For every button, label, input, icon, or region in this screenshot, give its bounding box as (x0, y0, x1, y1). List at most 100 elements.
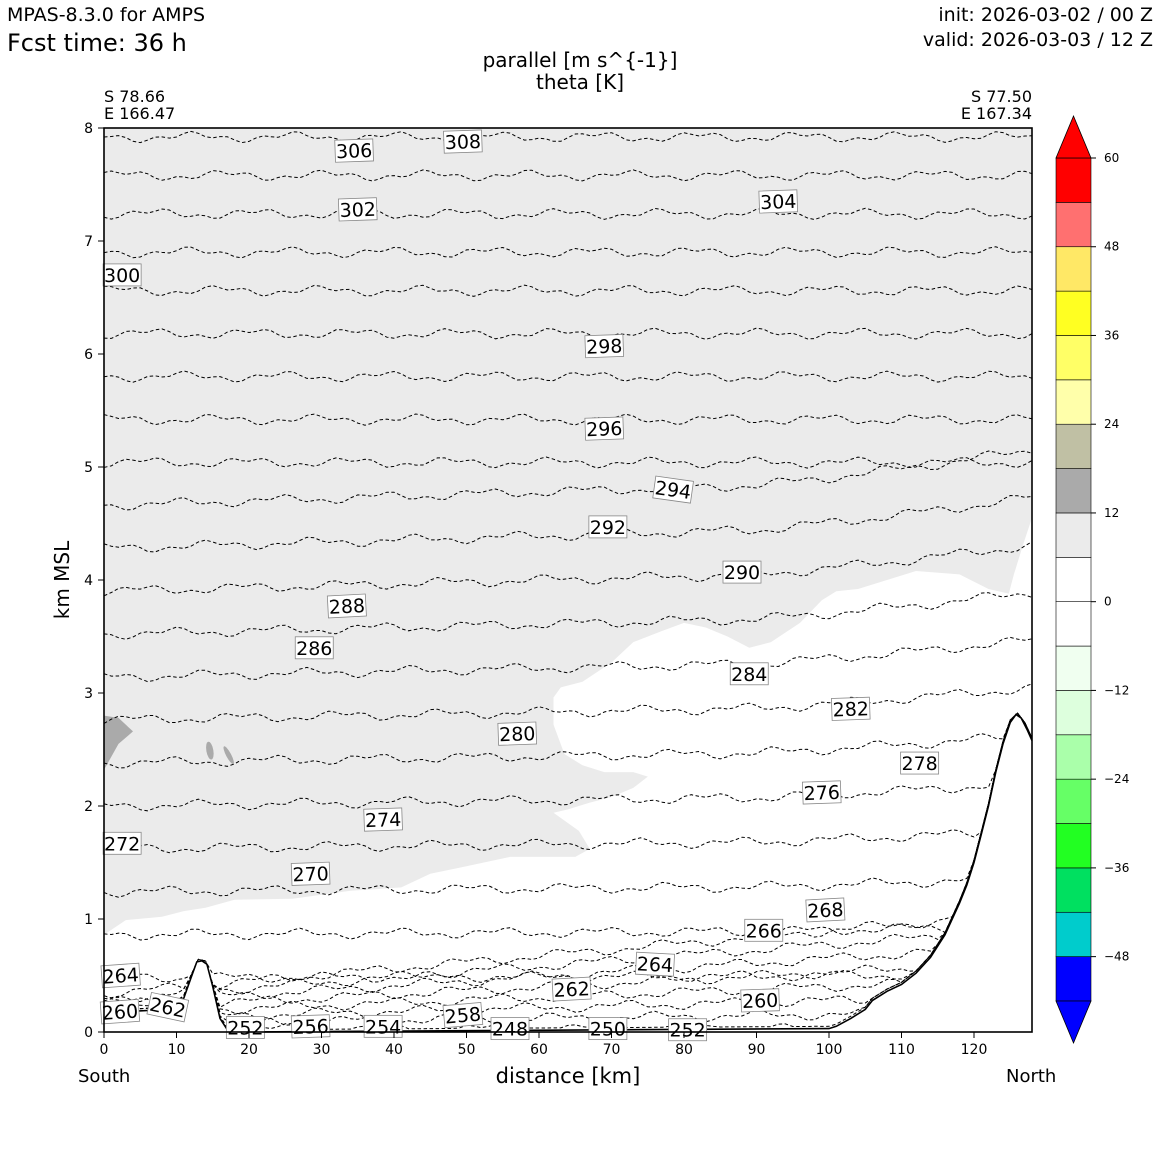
contour-label: 278 (900, 751, 940, 775)
left-lon: E 166.47 (104, 104, 176, 123)
left-lat: S 78.66 (104, 87, 166, 106)
contour-label-text: 260 (742, 990, 779, 1013)
colorbar-tick-label: 0 (1104, 595, 1112, 609)
contour-label-box (497, 721, 538, 746)
theta-contour-308 (104, 55, 1032, 66)
x-tick-label: 50 (458, 1042, 476, 1058)
contour-label: 258 (442, 1002, 484, 1029)
contour-label: 248 (490, 1017, 530, 1041)
axes: 0 10 20 30 40 50 60 70 80 90 100 110 120 0 1 2 3 4 5 6 7 8 (84, 121, 1033, 1058)
theta-contour-302 (104, 169, 1032, 182)
contour-label: 250 (588, 1017, 628, 1041)
contour-label: 264 (100, 962, 141, 989)
colorbar-extend-min (1055, 1000, 1092, 1045)
x-tick-label: 80 (675, 1042, 693, 1058)
contour-label-text: 306 (336, 140, 373, 163)
contour-label-text: 256 (292, 1016, 329, 1039)
x-tick-label: 30 (313, 1042, 331, 1058)
contour-label-text: 290 (724, 562, 760, 584)
contour-label-box (635, 951, 675, 977)
x-tick-label: 20 (240, 1042, 258, 1058)
theta-contour-304 (104, 130, 1032, 144)
right-endpoint-coords: S 77.50 E 167.34 (961, 88, 1032, 122)
y-tick-label: 1 (84, 912, 93, 928)
contour-label-text: 252 (227, 1017, 263, 1039)
contour-label: 268 (805, 897, 846, 923)
south-label: South (78, 1066, 131, 1087)
contour-label-box (830, 696, 871, 721)
y-tick-label: 4 (84, 573, 93, 589)
shade-18-24-left (104, 715, 133, 770)
theta-contour-266 (104, 712, 1032, 941)
contour-label-box (102, 831, 142, 855)
x-tick-label: 90 (748, 1042, 766, 1058)
colorbar-tick-label: −12 (1104, 683, 1129, 697)
contour-label-box (442, 1002, 484, 1029)
contour-label-box (99, 998, 141, 1025)
contour-label-text: 266 (746, 920, 782, 942)
contour-label-text: 270 (292, 863, 329, 886)
contour-label-box (758, 189, 799, 214)
contour-label: 260 (99, 998, 141, 1025)
colorbar-segment (1055, 379, 1092, 425)
contour-label: 252 (668, 1018, 708, 1042)
contour-label-text: 280 (499, 723, 536, 746)
colorbar-segment (1055, 557, 1092, 602)
contour-label-text: 304 (760, 191, 797, 214)
contour-label: 286 (294, 636, 334, 660)
colorbar-segment (1055, 911, 1092, 957)
contour-label-text: 296 (586, 418, 623, 441)
contour-labels: 308 306 302 304 300 298 296 294 292 290 288 286 284 2… (99, 129, 940, 1042)
contour-label: 254 (363, 1014, 403, 1038)
contour-label-box (729, 662, 769, 686)
colorbar-tick-label: −24 (1104, 772, 1129, 786)
contour-label-text: 274 (365, 809, 402, 832)
contour-label-text: 288 (328, 595, 365, 619)
contour-label-box (668, 1018, 708, 1042)
left-endpoint-coords: S 78.66 E 166.47 (104, 88, 175, 122)
contour-label-box (652, 475, 694, 504)
contour-label-box (551, 976, 592, 1002)
contour-label-text: 294 (653, 477, 692, 504)
contour-label: 296 (584, 416, 625, 441)
theta-contour-290 (104, 413, 1032, 426)
y-tick-label: 0 (84, 1025, 93, 1041)
colorbar: 60 48 36 24 12 0 −12 −24 −36 −48 (1055, 114, 1129, 1045)
contour-label-box (490, 1017, 530, 1041)
shade-18-24-patch (223, 746, 234, 765)
contour-label-box (588, 1017, 628, 1041)
x-tick-label: 100 (816, 1042, 843, 1058)
colorbar-segment (1055, 690, 1092, 736)
contour-label-box (584, 334, 625, 359)
colorbar-segment (1055, 512, 1092, 558)
contour-label: 298 (584, 334, 625, 359)
contour-label-box (900, 751, 940, 775)
colorbar-tick-label: 60 (1104, 151, 1119, 165)
init-time: init: 2026-03-02 / 00 Z (938, 4, 1153, 26)
contour-label: 264 (635, 951, 675, 977)
colorbar-segment (1055, 823, 1092, 869)
shade-12-18 (104, 128, 1032, 935)
contour-label-box (225, 1016, 265, 1039)
colorbar-segment (1055, 290, 1092, 336)
contour-label: 262 (551, 976, 592, 1002)
contour-label-box (805, 897, 846, 923)
contour-label-box (326, 593, 367, 619)
contour-label-text: 262 (553, 978, 590, 1002)
contour-label-box (740, 988, 780, 1013)
contour-label-text: 282 (832, 698, 869, 721)
contour-label-text: 268 (807, 899, 844, 923)
colorbar-extend-max (1055, 114, 1092, 159)
north-label: North (1006, 1066, 1057, 1087)
contour-label-text: 264 (102, 964, 140, 988)
contour-label: 276 (801, 780, 842, 805)
x-tick-label: 40 (385, 1042, 403, 1058)
contour-label: 260 (740, 988, 780, 1013)
contour-label-text: 254 (365, 1016, 401, 1038)
contour-label-text: 300 (104, 265, 140, 287)
contour-label: 294 (652, 475, 694, 504)
contour-label-text: 302 (339, 199, 376, 222)
theta-contour-306 (104, 93, 1032, 104)
colorbar-segment (1055, 202, 1092, 248)
